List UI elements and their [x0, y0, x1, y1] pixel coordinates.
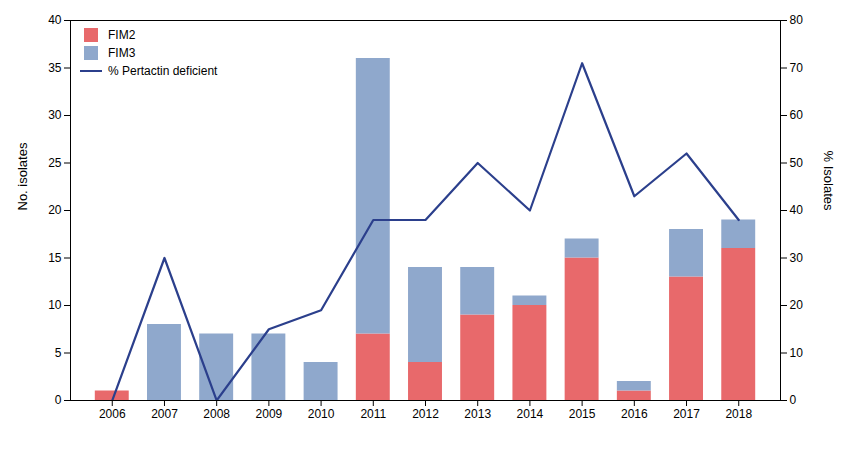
svg-text:40: 40: [790, 203, 804, 217]
svg-text:2009: 2009: [256, 407, 283, 421]
svg-text:60: 60: [790, 108, 804, 122]
svg-text:20: 20: [790, 298, 804, 312]
svg-text:10: 10: [790, 346, 804, 360]
svg-text:20: 20: [48, 203, 62, 217]
svg-text:30: 30: [790, 251, 804, 265]
html-text:FIM2: FIM2: [108, 28, 136, 42]
svg-text:70: 70: [790, 61, 804, 75]
svg-text:2015: 2015: [569, 407, 596, 421]
svg-text:2014: 2014: [517, 407, 544, 421]
svg-text:10: 10: [48, 298, 62, 312]
svg-text:0: 0: [55, 393, 62, 407]
svg-text:35: 35: [48, 61, 62, 75]
svg-text:% Isolates: % Isolates: [821, 151, 836, 211]
svg-text:2011: 2011: [360, 407, 386, 421]
svg-text:2013: 2013: [464, 407, 491, 421]
svg-text:0: 0: [790, 393, 797, 407]
svg-text:No. isolates: No. isolates: [15, 142, 30, 210]
svg-text:25: 25: [48, 156, 62, 170]
svg-text:5: 5: [55, 346, 62, 360]
svg-text:15: 15: [48, 251, 62, 265]
svg-text:2017: 2017: [673, 407, 700, 421]
html-text:% Pertactin deficient: % Pertactin deficient: [108, 64, 218, 78]
svg-text:50: 50: [790, 156, 804, 170]
html-text:FIM3: FIM3: [108, 46, 136, 60]
svg-text:2016: 2016: [621, 407, 648, 421]
svg-text:30: 30: [48, 108, 62, 122]
svg-text:80: 80: [790, 13, 804, 27]
svg-text:2006: 2006: [99, 407, 126, 421]
svg-text:2008: 2008: [203, 407, 230, 421]
svg-text:2018: 2018: [725, 407, 752, 421]
svg-text:2012: 2012: [412, 407, 439, 421]
svg-text:40: 40: [48, 13, 62, 27]
svg-text:2010: 2010: [308, 407, 335, 421]
svg-text:2007: 2007: [151, 407, 178, 421]
